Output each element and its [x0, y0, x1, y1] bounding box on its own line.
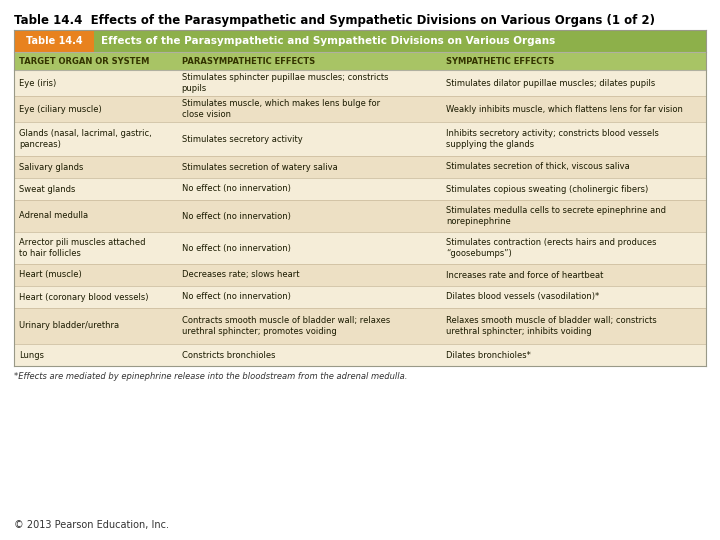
Text: Inhibits secretory activity; constricts blood vessels
supplying the glands: Inhibits secretory activity; constricts … — [446, 129, 659, 149]
Bar — [14, 264, 706, 286]
Text: Stimulates secretion of thick, viscous saliva: Stimulates secretion of thick, viscous s… — [446, 163, 630, 172]
Bar — [14, 52, 706, 70]
Text: Adrenal medulla: Adrenal medulla — [19, 212, 88, 220]
Text: Eye (ciliary muscle): Eye (ciliary muscle) — [19, 105, 102, 113]
Bar — [14, 156, 706, 178]
Text: Table 14.4: Table 14.4 — [26, 36, 82, 46]
Text: Relaxes smooth muscle of bladder wall; constricts
urethral sphincter; inhibits v: Relaxes smooth muscle of bladder wall; c… — [446, 316, 657, 336]
Text: Stimulates contraction (erects hairs and produces
“goosebumps”): Stimulates contraction (erects hairs and… — [446, 238, 657, 258]
Text: No effect (no innervation): No effect (no innervation) — [181, 244, 290, 253]
Bar — [14, 178, 706, 200]
Text: Sweat glands: Sweat glands — [19, 185, 76, 193]
Text: PARASYMPATHETIC EFFECTS: PARASYMPATHETIC EFFECTS — [181, 57, 315, 65]
Text: Lungs: Lungs — [19, 350, 44, 360]
Bar — [14, 308, 706, 344]
Text: Table 14.4  Effects of the Parasympathetic and Sympathetic Divisions on Various : Table 14.4 Effects of the Parasympatheti… — [14, 14, 655, 27]
Text: Contracts smooth muscle of bladder wall; relaxes
urethral sphincter; promotes vo: Contracts smooth muscle of bladder wall;… — [181, 316, 390, 336]
Bar — [14, 122, 706, 156]
Text: Stimulates secretory activity: Stimulates secretory activity — [181, 134, 302, 144]
Text: Stimulates dilator pupillae muscles; dilates pupils: Stimulates dilator pupillae muscles; dil… — [446, 78, 655, 87]
Bar — [14, 70, 706, 96]
Text: Heart (muscle): Heart (muscle) — [19, 271, 82, 280]
Bar — [14, 344, 706, 366]
Text: Stimulates sphincter pupillae muscles; constricts
pupils: Stimulates sphincter pupillae muscles; c… — [181, 73, 388, 93]
Text: Salivary glands: Salivary glands — [19, 163, 84, 172]
Bar — [14, 96, 706, 122]
Text: Stimulates secretion of watery saliva: Stimulates secretion of watery saliva — [181, 163, 338, 172]
Bar — [14, 30, 94, 52]
Text: Heart (coronary blood vessels): Heart (coronary blood vessels) — [19, 293, 148, 301]
Text: Stimulates copious sweating (cholinergic fibers): Stimulates copious sweating (cholinergic… — [446, 185, 648, 193]
Text: Stimulates muscle, which makes lens bulge for
close vision: Stimulates muscle, which makes lens bulg… — [181, 99, 379, 119]
Text: Stimulates medulla cells to secrete epinephrine and
norepinephrine: Stimulates medulla cells to secrete epin… — [446, 206, 666, 226]
Bar — [94, 30, 706, 52]
Bar — [14, 200, 706, 232]
Text: Eye (iris): Eye (iris) — [19, 78, 56, 87]
Text: Dilates bronchioles*: Dilates bronchioles* — [446, 350, 531, 360]
Text: Increases rate and force of heartbeat: Increases rate and force of heartbeat — [446, 271, 603, 280]
Text: SYMPATHETIC EFFECTS: SYMPATHETIC EFFECTS — [446, 57, 554, 65]
Text: Constricts bronchioles: Constricts bronchioles — [181, 350, 275, 360]
Text: No effect (no innervation): No effect (no innervation) — [181, 293, 290, 301]
Bar — [14, 286, 706, 308]
Text: Urinary bladder/urethra: Urinary bladder/urethra — [19, 321, 119, 330]
Text: Dilates blood vessels (vasodilation)*: Dilates blood vessels (vasodilation)* — [446, 293, 599, 301]
Text: Weakly inhibits muscle, which flattens lens for far vision: Weakly inhibits muscle, which flattens l… — [446, 105, 683, 113]
Text: *Effects are mediated by epinephrine release into the bloodstream from the adren: *Effects are mediated by epinephrine rel… — [14, 372, 408, 381]
Text: © 2013 Pearson Education, Inc.: © 2013 Pearson Education, Inc. — [14, 520, 169, 530]
Text: Decreases rate; slows heart: Decreases rate; slows heart — [181, 271, 299, 280]
Text: TARGET ORGAN OR SYSTEM: TARGET ORGAN OR SYSTEM — [19, 57, 149, 65]
Text: Glands (nasal, lacrimal, gastric,
pancreas): Glands (nasal, lacrimal, gastric, pancre… — [19, 129, 152, 149]
Text: No effect (no innervation): No effect (no innervation) — [181, 185, 290, 193]
Bar — [14, 232, 706, 264]
Text: Arrector pili muscles attached
to hair follicles: Arrector pili muscles attached to hair f… — [19, 238, 145, 258]
Text: No effect (no innervation): No effect (no innervation) — [181, 212, 290, 220]
Text: Effects of the Parasympathetic and Sympathetic Divisions on Various Organs: Effects of the Parasympathetic and Sympa… — [101, 36, 555, 46]
